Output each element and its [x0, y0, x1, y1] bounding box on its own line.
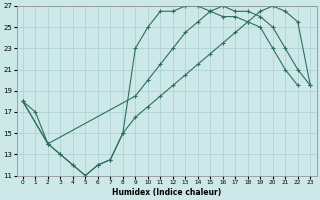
- X-axis label: Humidex (Indice chaleur): Humidex (Indice chaleur): [112, 188, 221, 197]
